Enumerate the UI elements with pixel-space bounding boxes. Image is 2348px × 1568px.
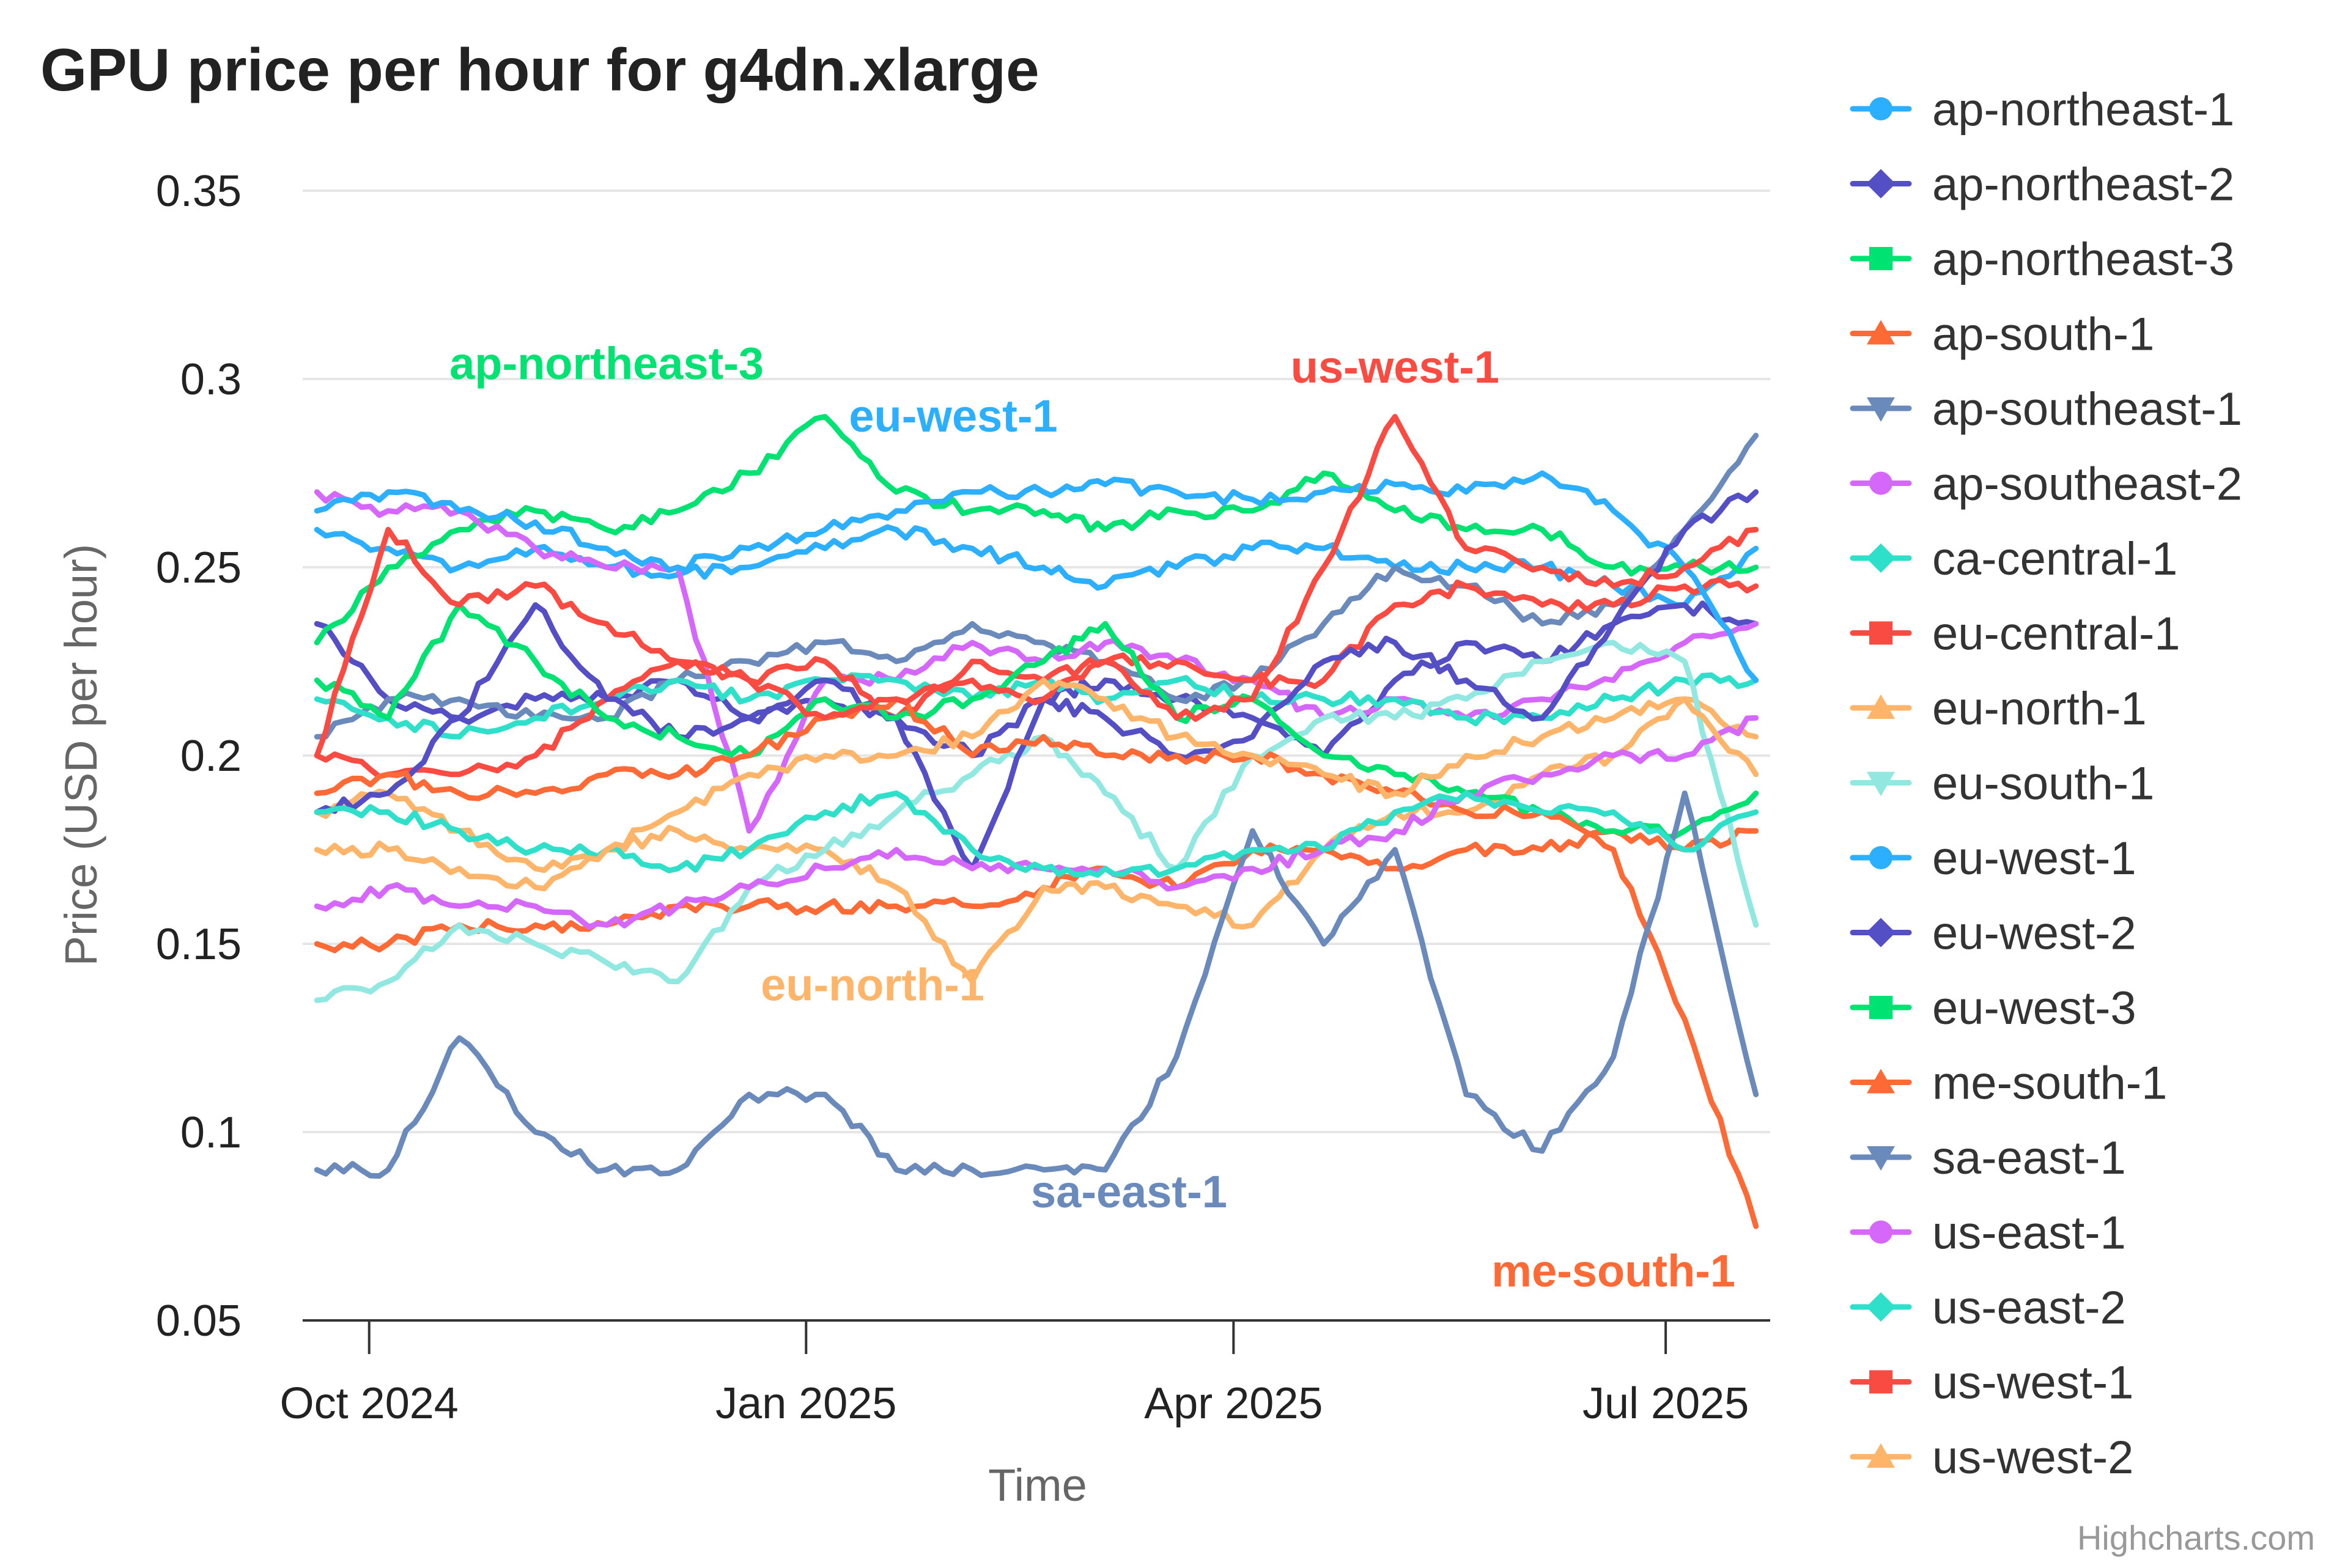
legend-label: me-south-1: [1932, 1058, 2167, 1110]
series-line-ap-northeast-3: [314, 414, 1759, 646]
legend-item-eu-south-1[interactable]: eu-south-1: [1850, 758, 2154, 810]
x-axis-title: Time: [988, 1460, 1087, 1511]
y-tick-label: 0.25: [156, 543, 242, 592]
x-tick-label: Jan 2025: [715, 1379, 896, 1428]
legend-label: ap-south-1: [1932, 309, 2154, 361]
legend-marker: [1867, 397, 1895, 422]
series-lines: [314, 414, 1759, 1229]
legend: ap-northeast-1 ap-northeast-2 ap-northeast…: [1850, 84, 2242, 1484]
legend-marker: [1867, 771, 1895, 797]
legend-label: ap-northeast-1: [1932, 84, 2234, 136]
legend-label: eu-north-1: [1932, 683, 2147, 735]
legend-item-ap-southeast-1[interactable]: ap-southeast-1: [1850, 383, 2242, 435]
legend-label: eu-west-2: [1932, 908, 2136, 960]
legend-marker: [1869, 1220, 1892, 1244]
legend-label: ca-central-1: [1932, 533, 2177, 585]
legend-item-ap-northeast-2[interactable]: ap-northeast-2: [1850, 159, 2234, 211]
y-tick-label: 0.2: [180, 732, 242, 781]
legend-label: us-east-1: [1932, 1207, 2126, 1259]
y-tick-label: 0.1: [180, 1108, 242, 1157]
legend-marker: [1869, 1370, 1892, 1394]
callout-ap-northeast-3: ap-northeast-3: [449, 338, 764, 389]
callout-me-south-1: me-south-1: [1491, 1246, 1735, 1297]
legend-marker: [1866, 543, 1896, 573]
legend-marker: [1869, 247, 1892, 270]
legend-item-ca-central-1[interactable]: ca-central-1: [1850, 533, 2177, 585]
legend-marker: [1867, 1443, 1895, 1468]
legend-item-eu-west-3[interactable]: eu-west-3: [1850, 982, 2136, 1034]
legend-label: us-west-1: [1932, 1357, 2133, 1409]
series-line-us-west-2: [314, 677, 1759, 892]
legend-label: eu-central-1: [1932, 608, 2180, 660]
y-tick-label: 0.35: [156, 167, 242, 216]
x-tick-label: Oct 2024: [280, 1379, 459, 1428]
y-axis-title: Price (USD per hour): [56, 544, 106, 966]
legend-label: sa-east-1: [1932, 1132, 2126, 1184]
callout-sa-east-1: sa-east-1: [1031, 1166, 1227, 1217]
legend-marker: [1867, 1146, 1895, 1171]
y-tick-label: 0.15: [156, 920, 242, 969]
series-line-eu-west-1: [314, 470, 1759, 683]
legend-marker: [1869, 996, 1892, 1019]
legend-item-eu-north-1[interactable]: eu-north-1: [1850, 683, 2147, 735]
legend-label: us-west-2: [1932, 1432, 2133, 1484]
series-line-us-east-2: [314, 790, 1759, 878]
y-tick-label: 0.05: [156, 1297, 242, 1345]
legend-item-eu-central-1[interactable]: eu-central-1: [1850, 608, 2180, 660]
callout-us-west-1: us-west-1: [1291, 342, 1499, 392]
series-line-sa-east-1: [314, 790, 1759, 1179]
series-line-ap-southeast-1: [314, 432, 1759, 740]
legend-item-eu-west-1[interactable]: eu-west-1: [1850, 833, 2136, 885]
legend-marker: [1866, 1292, 1896, 1322]
y-tick-label: 0.3: [180, 355, 242, 404]
legend-label: eu-west-1: [1932, 833, 2136, 885]
legend-marker: [1867, 1069, 1895, 1094]
legend-item-ap-south-1[interactable]: ap-south-1: [1850, 309, 2154, 361]
series-line-eu-north-1: [314, 696, 1759, 985]
legend-marker: [1869, 97, 1892, 120]
legend-label: ap-southeast-2: [1932, 458, 2242, 510]
callout-eu-west-1: eu-west-1: [849, 391, 1057, 441]
legend-marker: [1867, 694, 1895, 719]
axes: 0.05 0.1 0.15 0.2 0.25 0.3 0.35 Oct 2024 Jan 202…: [156, 167, 1770, 1428]
legend-label: ap-northeast-3: [1932, 234, 2234, 285]
legend-marker: [1867, 320, 1895, 345]
legend-marker: [1866, 918, 1896, 948]
legend-label: eu-west-3: [1932, 982, 2136, 1034]
x-tick-label: Jul 2025: [1582, 1379, 1749, 1428]
legend-marker: [1869, 846, 1892, 869]
series-line-me-south-1: [314, 696, 1759, 1229]
credits-link[interactable]: Highcharts.com: [2077, 1518, 2315, 1557]
legend-item-ap-northeast-3[interactable]: ap-northeast-3: [1850, 234, 2234, 285]
series-callouts: ap-northeast-3 eu-west-1 us-west-1 eu-north…: [449, 338, 1735, 1297]
legend-item-us-east-2[interactable]: us-east-2: [1850, 1282, 2126, 1334]
legend-item-ap-southeast-2[interactable]: ap-southeast-2: [1850, 458, 2242, 510]
legend-marker: [1869, 471, 1892, 495]
legend-item-us-east-1[interactable]: us-east-1: [1850, 1207, 2126, 1259]
legend-label: eu-south-1: [1932, 758, 2154, 810]
chart-title: GPU price per hour for g4dn.xlarge: [40, 36, 1039, 103]
legend-marker: [1869, 621, 1892, 645]
legend-item-me-south-1[interactable]: me-south-1: [1850, 1058, 2167, 1110]
legend-label: ap-northeast-2: [1932, 159, 2234, 211]
legend-item-eu-west-2[interactable]: eu-west-2: [1850, 908, 2136, 960]
legend-item-us-west-2[interactable]: us-west-2: [1850, 1432, 2133, 1484]
legend-label: us-east-2: [1932, 1282, 2126, 1334]
x-tick-label: Apr 2025: [1144, 1379, 1323, 1428]
callout-eu-north-1: eu-north-1: [761, 959, 984, 1010]
legend-marker: [1866, 169, 1896, 199]
legend-item-us-west-1[interactable]: us-west-1: [1850, 1357, 2133, 1409]
legend-label: ap-southeast-1: [1932, 383, 2242, 435]
series-line-us-west-1: [314, 414, 1759, 759]
legend-item-sa-east-1[interactable]: sa-east-1: [1850, 1132, 2126, 1184]
legend-item-ap-northeast-1[interactable]: ap-northeast-1: [1850, 84, 2234, 136]
